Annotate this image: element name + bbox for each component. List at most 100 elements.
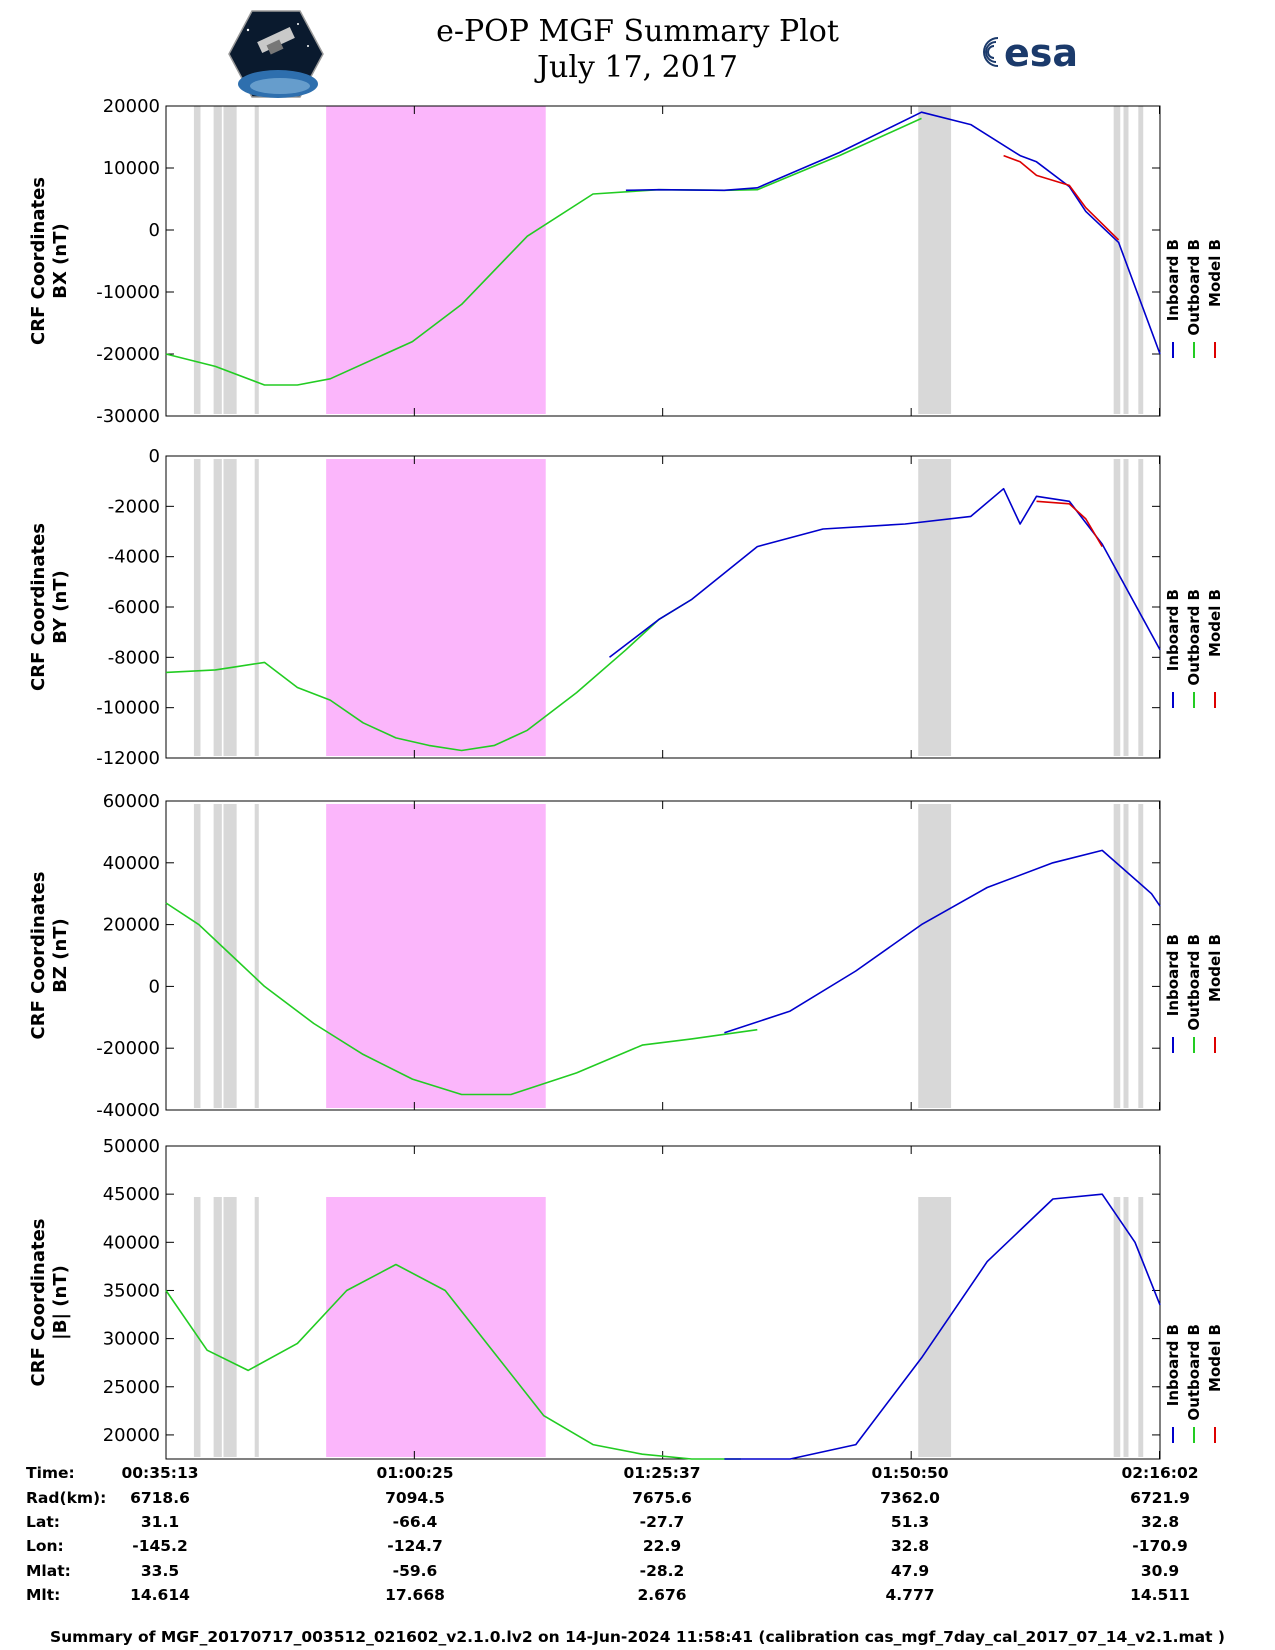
gray-band bbox=[1113, 106, 1121, 414]
table-row-label: Time: bbox=[26, 1464, 75, 1482]
legend-label: Model B bbox=[1206, 934, 1224, 1002]
y-tick-label: -10000 bbox=[96, 698, 160, 719]
gray-band bbox=[254, 106, 259, 414]
y-axis-label-line1: CRF Coordinates bbox=[28, 523, 49, 691]
legend-label: Inboard B bbox=[1164, 589, 1182, 671]
gray-band bbox=[1123, 459, 1129, 756]
plot-frame bbox=[165, 1145, 1161, 1460]
y-tick-label: 40000 bbox=[103, 853, 160, 874]
legend-label: Model B bbox=[1206, 589, 1224, 657]
gray-band bbox=[193, 804, 201, 1108]
y-tick-label: 20000 bbox=[103, 96, 160, 117]
series-line-model-b bbox=[1036, 500, 1103, 548]
y-axis-label-line2: BX (nT) bbox=[50, 223, 71, 298]
gray-band bbox=[193, 106, 201, 414]
series-line-inboard-b bbox=[724, 1193, 1161, 1460]
y-tick-label: -2000 bbox=[108, 496, 160, 517]
table-cell: -27.7 bbox=[639, 1513, 685, 1531]
gray-band bbox=[223, 106, 237, 414]
series-line-outboard-b bbox=[165, 117, 922, 386]
esa-logo-icon: esa bbox=[983, 31, 1078, 74]
y-axis-label: CRF CoordinatesBZ (nT) bbox=[28, 872, 71, 1040]
legend: Inboard B Outboard B Model B bbox=[1164, 934, 1224, 1053]
plot-title-line2: July 17, 2017 bbox=[536, 50, 739, 85]
pink-band bbox=[326, 106, 546, 414]
table-cell: 01:50:50 bbox=[871, 1464, 949, 1482]
table-row-label: Rad(km): bbox=[26, 1489, 107, 1507]
series-line-inboard-b bbox=[625, 111, 1161, 355]
y-tick-label: 40000 bbox=[103, 1232, 160, 1253]
table-cell: 2.676 bbox=[637, 1586, 687, 1604]
gray-band bbox=[1123, 1197, 1129, 1457]
gray-band bbox=[254, 459, 259, 756]
y-tick-label: 20000 bbox=[103, 1425, 160, 1446]
gray-band bbox=[1113, 1197, 1121, 1457]
series-line-outboard-b bbox=[165, 902, 758, 1096]
panel-4: 50000 45000 40000 35000 30000 25000 20000 CRF C… bbox=[28, 1136, 1224, 1460]
table-cell: -66.4 bbox=[392, 1513, 438, 1531]
table-cell: -145.2 bbox=[132, 1537, 188, 1555]
table-cell: 4.777 bbox=[885, 1586, 935, 1604]
gray-band bbox=[223, 1197, 237, 1457]
y-tick-label: 0 bbox=[149, 446, 160, 467]
legend-label: Model B bbox=[1206, 239, 1224, 307]
table-cell: 32.8 bbox=[1140, 1513, 1180, 1531]
table-cell: 01:25:37 bbox=[623, 1464, 701, 1482]
series-line-model-b bbox=[1003, 154, 1120, 241]
table-cell: 47.9 bbox=[890, 1562, 930, 1580]
legend: Inboard B Outboard B Model B bbox=[1164, 239, 1224, 358]
y-axis-label-line1: CRF Coordinates bbox=[28, 1219, 49, 1387]
y-tick-label: -10000 bbox=[96, 282, 160, 303]
series-line-inboard-b bbox=[609, 487, 1161, 658]
y-tick-label: -20000 bbox=[96, 1038, 160, 1059]
table-row-label: Mlat: bbox=[26, 1562, 71, 1580]
y-tick-label: 0 bbox=[149, 976, 160, 997]
esa-logo-text: esa bbox=[1004, 31, 1078, 74]
table-cell: 14.511 bbox=[1130, 1586, 1190, 1604]
y-tick-label: 30000 bbox=[103, 1329, 160, 1350]
y-tick-label: -20000 bbox=[96, 344, 160, 365]
table-cell: -124.7 bbox=[387, 1537, 443, 1555]
table-cell: 30.9 bbox=[1140, 1562, 1180, 1580]
table-cell: 01:00:25 bbox=[376, 1464, 454, 1482]
gray-band bbox=[1123, 106, 1129, 414]
panel-1: 20000 10000 0 -10000 -20000 -30000 CRF Coordin… bbox=[28, 96, 1224, 427]
y-axis-label: CRF CoordinatesBX (nT) bbox=[28, 177, 71, 345]
pink-band bbox=[326, 1197, 546, 1457]
y-tick-label: 10000 bbox=[103, 158, 160, 179]
gray-band bbox=[213, 804, 222, 1108]
gray-band bbox=[223, 804, 237, 1108]
y-axis-label: CRF Coordinates|B| (nT) bbox=[28, 1219, 71, 1387]
table-cell: 32.8 bbox=[890, 1537, 930, 1555]
table-row-label: Mlt: bbox=[26, 1586, 61, 1604]
gray-band bbox=[213, 459, 222, 756]
gray-band bbox=[918, 106, 952, 414]
table-cell: 7675.6 bbox=[632, 1489, 692, 1507]
legend: Inboard B Outboard B Model B bbox=[1164, 1324, 1224, 1443]
gray-band bbox=[213, 106, 222, 414]
gray-band bbox=[1138, 106, 1144, 414]
legend-label: Outboard B bbox=[1185, 1324, 1203, 1421]
series-line-outboard-b bbox=[165, 598, 693, 752]
table-cell: 33.5 bbox=[140, 1562, 180, 1580]
gray-band bbox=[1138, 1197, 1144, 1457]
table-cell: 00:35:13 bbox=[121, 1464, 199, 1482]
table-cell: 6718.6 bbox=[130, 1489, 190, 1507]
pink-band bbox=[326, 459, 546, 756]
table-cell: 7362.0 bbox=[880, 1489, 940, 1507]
legend-label: Outboard B bbox=[1185, 589, 1203, 686]
table-cell: 14.614 bbox=[130, 1586, 190, 1604]
table-cell: 6721.9 bbox=[1130, 1489, 1190, 1507]
y-tick-label: 25000 bbox=[103, 1377, 160, 1398]
legend-label: Inboard B bbox=[1164, 934, 1182, 1016]
y-tick-label: 20000 bbox=[103, 915, 160, 936]
table-cell: 51.3 bbox=[890, 1513, 930, 1531]
gray-band bbox=[1113, 804, 1121, 1108]
y-axis-label-line2: BY (nT) bbox=[50, 570, 71, 644]
legend-label: Inboard B bbox=[1164, 1324, 1182, 1406]
plot-title-line1: e-POP MGF Summary Plot bbox=[436, 14, 839, 49]
y-axis-label-line2: BZ (nT) bbox=[50, 918, 71, 993]
legend: Inboard B Outboard B Model B bbox=[1164, 589, 1224, 708]
table-cell: -28.2 bbox=[639, 1562, 685, 1580]
gray-band bbox=[1113, 459, 1121, 756]
